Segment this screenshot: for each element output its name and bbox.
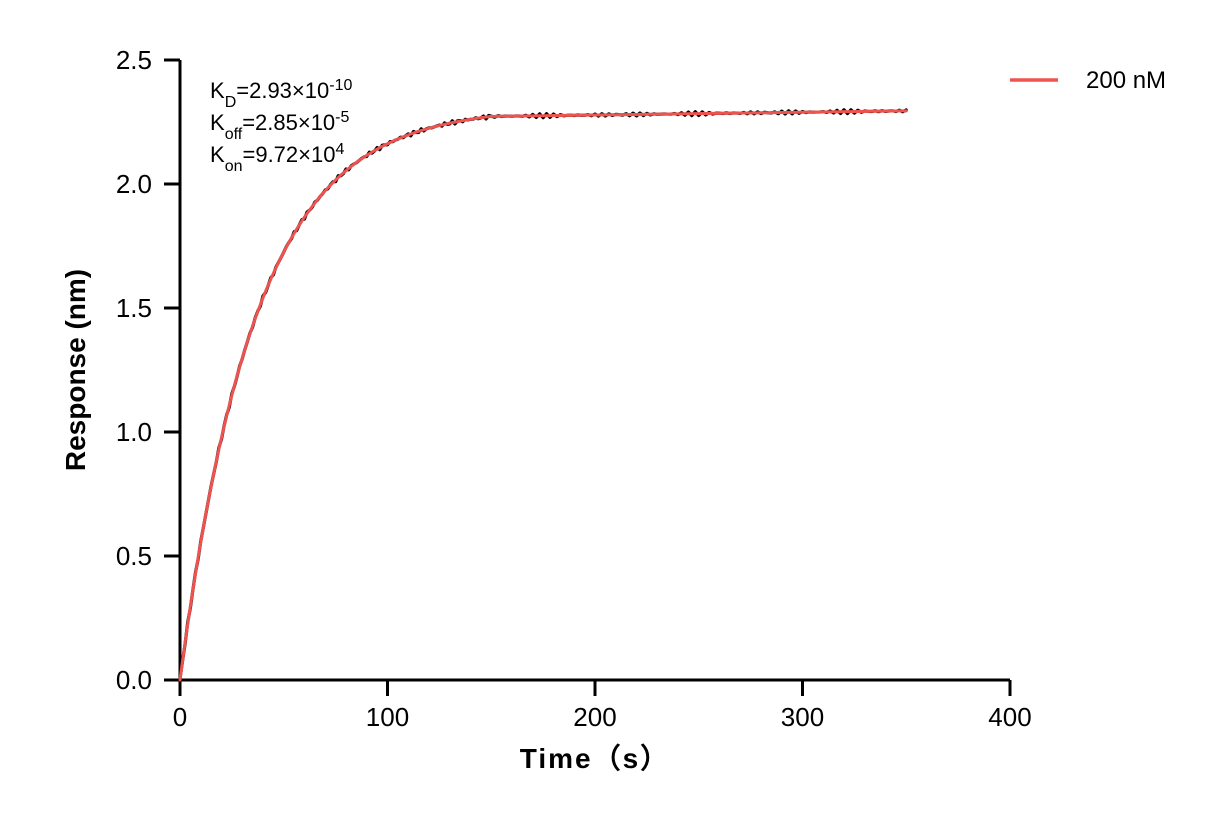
chart-svg: 0 100 200 300 400 0.0 0.5 1.0 1.5 2.0 2.5 Time（s） Re… xyxy=(0,0,1212,825)
x-axis-label: Time（s） xyxy=(520,742,670,774)
binding-kinetics-chart: 0 100 200 300 400 0.0 0.5 1.0 1.5 2.0 2.5 Time（s） Re… xyxy=(0,0,1212,825)
x-tick-label: 200 xyxy=(573,702,616,732)
y-tick-label: 0.0 xyxy=(116,665,152,695)
y-tick-label: 1.5 xyxy=(116,293,152,323)
y-tick-label: 2.5 xyxy=(116,45,152,75)
x-tick-label: 0 xyxy=(173,702,187,732)
x-tick-label: 400 xyxy=(988,702,1031,732)
x-tick-label: 100 xyxy=(366,702,409,732)
y-tick-label: 0.5 xyxy=(116,541,152,571)
legend-label: 200 nM xyxy=(1086,67,1166,94)
y-tick-label: 2.0 xyxy=(116,169,152,199)
y-axis-label: Response (nm) xyxy=(60,269,91,471)
y-tick-label: 1.0 xyxy=(116,417,152,447)
x-tick-label: 300 xyxy=(781,702,824,732)
